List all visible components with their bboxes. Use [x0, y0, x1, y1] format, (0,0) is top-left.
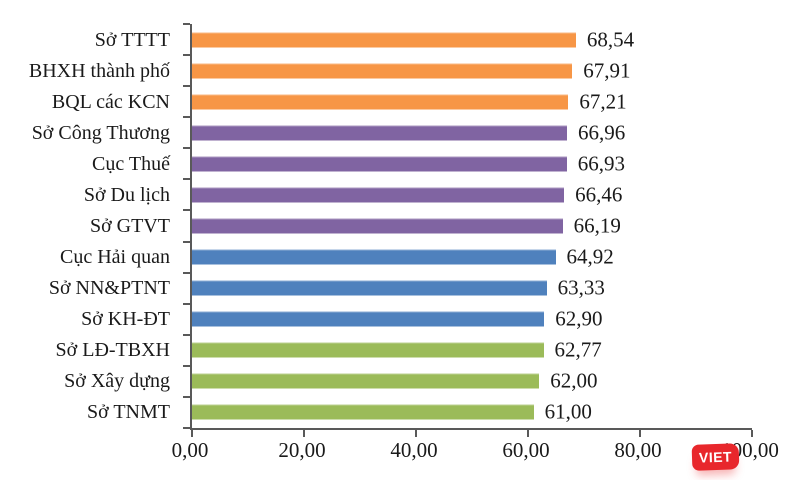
value-label: 64,92 — [566, 244, 614, 269]
category-label: BQL các KCN — [51, 90, 170, 113]
bar — [192, 218, 563, 234]
y-axis-tick — [183, 85, 190, 88]
y-axis-tick — [183, 333, 190, 336]
bar-row: 62,00 — [192, 366, 752, 397]
y-axis-tick — [183, 302, 190, 305]
y-axis-tick — [183, 23, 190, 25]
bar-row: 61,00 — [192, 397, 752, 428]
value-label: 62,77 — [554, 337, 602, 362]
bar — [192, 63, 573, 79]
x-axis-tick-label: 60,00 — [502, 438, 550, 462]
y-axis-tick — [183, 54, 190, 57]
value-label: 66,46 — [575, 182, 623, 207]
category-label: Cục Thuế — [92, 152, 170, 175]
x-axis-tick-labels: 0,00 20,00 40,00 60,00 80,00 100,00 — [172, 438, 779, 470]
viet-watermark-badge: VIET — [691, 443, 740, 471]
category-label: Sở Du lịch — [83, 183, 170, 206]
category-label: Sở Xây dựng — [64, 370, 170, 393]
y-axis-tick — [183, 209, 190, 212]
category-label: Sở TTTT — [94, 28, 170, 51]
bar — [192, 187, 565, 203]
x-axis-tick-label: 20,00 — [278, 438, 326, 462]
bar — [192, 156, 567, 172]
bar-row: 66,46 — [192, 179, 752, 210]
plot-rows: 68,54 67,91 67,21 66,96 66,93 66,46 66,19 64,92… — [192, 24, 752, 428]
bar — [192, 311, 545, 327]
x-axis-tick — [639, 430, 641, 437]
value-label: 67,91 — [583, 58, 631, 83]
x-axis-tick-label: 0,00 — [171, 438, 209, 462]
value-label: 62,00 — [550, 368, 598, 393]
category-label: Sở GTVT — [89, 215, 170, 237]
bar — [192, 342, 544, 358]
value-label: 66,93 — [577, 151, 626, 176]
bar — [192, 373, 540, 389]
y-axis-tick — [183, 240, 190, 243]
bar-row: 62,90 — [192, 304, 752, 335]
bar — [192, 404, 534, 420]
category-label: Sở Công Thương — [31, 121, 170, 144]
category-label: Sở NN&PTNT — [48, 277, 170, 300]
bar-row: 64,92 — [192, 242, 752, 273]
bar-row: 68,54 — [192, 24, 752, 55]
x-axis-tick — [751, 430, 753, 437]
bar — [192, 32, 576, 48]
bar-row: 66,96 — [192, 117, 752, 148]
x-axis-tick-label: 80,00 — [614, 438, 662, 462]
x-axis-tick — [527, 430, 529, 437]
y-axis-tick — [183, 395, 190, 398]
value-label: 62,90 — [555, 306, 603, 331]
category-label: Sở TNMT — [87, 401, 170, 424]
category-axis-labels: Sở TTTT BHXH thành phố BQL các KCN Sở Công … — [0, 24, 180, 428]
bar — [192, 125, 567, 141]
value-label: 66,96 — [577, 120, 626, 145]
y-axis-tick — [183, 178, 190, 181]
viet-watermark-label: VIET — [698, 448, 733, 466]
x-axis-tick — [303, 430, 305, 437]
y-axis-tick — [183, 116, 190, 119]
bar-row: 66,93 — [192, 148, 752, 179]
x-axis-tick — [415, 430, 417, 437]
plot-area: 68,54 67,91 67,21 66,96 66,93 66,46 66,19 64,92… — [183, 23, 753, 437]
bar — [192, 94, 569, 110]
bar-row: 66,19 — [192, 210, 752, 241]
value-label: 67,21 — [579, 89, 627, 114]
x-axis-tick-label: 40,00 — [390, 438, 438, 462]
value-label: 61,00 — [544, 399, 592, 424]
bar-row: 63,33 — [192, 273, 752, 304]
category-label: BHXH thành phố — [28, 59, 170, 82]
category-label: Cục Hải quan — [60, 246, 170, 269]
bar — [192, 280, 547, 296]
y-axis-tick — [183, 147, 190, 150]
category-label: Sở KH-ĐT — [81, 308, 170, 331]
value-label: 63,33 — [557, 275, 605, 300]
y-axis-tick — [183, 271, 190, 274]
value-label: 68,54 — [586, 27, 635, 52]
bar-row: 67,91 — [192, 55, 752, 86]
bar-row: 67,21 — [192, 86, 752, 117]
category-label: Sở LĐ-TBXH — [55, 339, 170, 362]
bar — [192, 249, 556, 265]
bar-row: 62,77 — [192, 335, 752, 366]
value-label: 66,19 — [573, 213, 621, 238]
y-axis-tick — [183, 364, 190, 367]
x-axis-tick — [191, 430, 193, 437]
y-axis-tick — [183, 427, 190, 429]
